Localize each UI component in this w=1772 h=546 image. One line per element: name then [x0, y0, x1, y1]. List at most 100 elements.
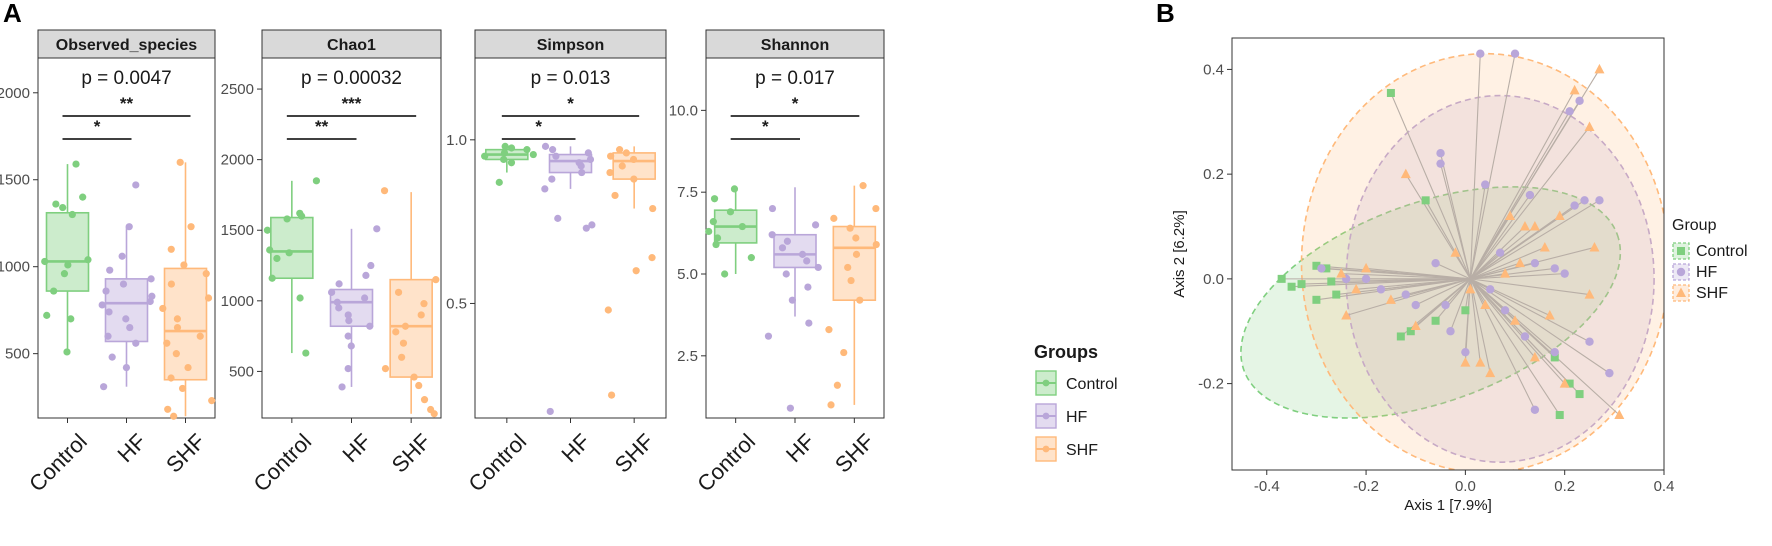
legend-marker	[1676, 267, 1686, 277]
x-axis-label: Axis 1 [7.9%]	[1404, 497, 1492, 514]
data-point	[604, 306, 612, 314]
data-point	[180, 261, 188, 269]
data-point	[582, 224, 590, 232]
p-value: p = 0.013	[531, 68, 611, 89]
data-point	[811, 221, 820, 229]
data-point	[827, 401, 835, 409]
data-point	[105, 308, 113, 316]
data-point	[1312, 295, 1321, 304]
spider-line	[1321, 267, 1471, 280]
data-point	[122, 315, 130, 323]
data-point	[347, 342, 355, 350]
data-point	[1461, 306, 1470, 315]
data-point	[709, 218, 717, 226]
data-point	[1461, 347, 1470, 357]
data-point	[1332, 290, 1341, 299]
spider-line	[1470, 273, 1506, 280]
x-tick-label: -0.4	[1254, 478, 1280, 495]
data-point	[122, 363, 131, 372]
spider-line	[1405, 173, 1471, 280]
box-body	[104, 278, 149, 343]
spider-line	[1470, 262, 1521, 280]
data-point	[629, 155, 638, 164]
y-tick-label: 2.5	[677, 348, 698, 365]
data-point	[362, 271, 370, 280]
data-point	[1565, 107, 1574, 116]
data-point	[84, 256, 92, 264]
data-point	[844, 263, 852, 272]
data-point	[1376, 285, 1386, 294]
data-point	[1500, 268, 1511, 278]
significance-label: **	[315, 117, 329, 136]
legend-item-label: Control	[1066, 376, 1118, 393]
data-point	[68, 210, 76, 219]
plot-background	[1232, 38, 1664, 470]
data-point	[108, 353, 116, 361]
data-point	[159, 304, 167, 313]
data-point	[1570, 201, 1579, 210]
spider-line	[1470, 278, 1610, 374]
box-hf	[98, 181, 156, 391]
data-point	[1505, 210, 1516, 221]
panel-frame	[474, 57, 667, 419]
data-point	[104, 332, 112, 340]
data-point	[805, 319, 813, 327]
data-point	[333, 298, 341, 306]
data-point	[1351, 283, 1362, 294]
data-point	[1575, 96, 1584, 106]
data-point	[167, 245, 175, 253]
legend-marker	[1676, 287, 1686, 297]
legend-item-label: HF	[1696, 264, 1718, 281]
plot-frame	[1231, 37, 1665, 471]
spider-line	[1469, 126, 1590, 280]
data-point	[335, 304, 343, 312]
data-point	[302, 349, 310, 357]
data-point	[1530, 405, 1540, 414]
data-point	[392, 328, 400, 336]
data-point	[1605, 368, 1614, 378]
data-point	[630, 175, 638, 183]
data-point	[72, 160, 80, 168]
data-point	[782, 270, 790, 278]
data-point	[586, 155, 595, 164]
data-point	[167, 374, 175, 382]
panel-simpson: Simpson 0.5 1.0 Control HF SHF p = 0.013 * *	[446, 29, 667, 497]
data-point	[705, 227, 713, 236]
data-point	[187, 223, 195, 231]
data-point	[632, 267, 640, 275]
box-hf	[328, 225, 381, 391]
y-tick-label: 2000	[0, 85, 30, 102]
plot-area	[1240, 49, 1664, 470]
significance-label: *	[535, 117, 542, 136]
legend-item-shf: SHF	[1672, 284, 1728, 302]
data-point	[747, 254, 755, 262]
data-point	[1401, 290, 1410, 299]
data-point	[1480, 299, 1491, 310]
panel-title: Shannon	[761, 37, 829, 54]
panel-strip	[261, 29, 442, 59]
legend-item-label: Control	[1696, 243, 1748, 260]
data-point	[52, 200, 60, 208]
significance-label: ***	[342, 94, 362, 113]
y-axis-label: Axis 2 [6.2%]	[1171, 210, 1188, 298]
data-point	[1555, 411, 1564, 420]
data-point	[102, 287, 110, 295]
data-point	[584, 149, 592, 157]
legend-item-label: HF	[1066, 409, 1088, 426]
data-point	[432, 276, 440, 284]
box-shf	[380, 187, 440, 418]
data-point	[1584, 289, 1595, 299]
data-point	[1361, 262, 1372, 273]
data-point	[401, 322, 410, 330]
y-tick-label: 500	[229, 363, 254, 380]
data-point	[606, 168, 614, 177]
data-point	[1554, 210, 1565, 221]
data-point	[1544, 310, 1555, 320]
spider-line	[1469, 194, 1531, 280]
data-point	[106, 266, 114, 274]
data-point	[1485, 367, 1496, 378]
data-point	[263, 226, 272, 234]
panel-observed-species: Observed_species 500 1000 1500 2000 Control HF…	[0, 29, 216, 497]
data-point	[344, 364, 352, 373]
data-point	[1341, 310, 1352, 320]
